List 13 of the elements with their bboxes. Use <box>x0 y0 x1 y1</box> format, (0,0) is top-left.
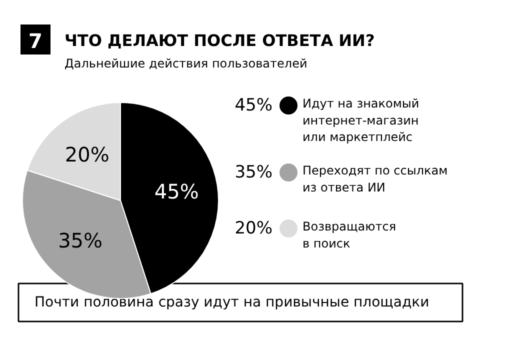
text: Почти половина сразу идут на привычные площадки <box>34 294 430 310</box>
data-label: 35% <box>58 228 103 253</box>
text: 20% <box>234 218 273 238</box>
text: 35% <box>234 162 273 182</box>
data-label: 45% <box>154 180 199 204</box>
text: 45% <box>234 96 273 116</box>
text: 7 <box>28 29 42 53</box>
legend-label: Переходят по ссылкам из ответа ИИ <box>302 164 448 194</box>
data-label: 20% <box>64 142 110 167</box>
chart-title: ЧТО ДЕЛАЮТ ПОСЛЕ ОТВЕТА ИИ? <box>64 31 375 50</box>
chart-subtitle: Дальнейшие действия пользователей <box>64 56 308 70</box>
legend-label: Возвращаются в поиск <box>302 220 396 250</box>
legend-label: Идут на знакомый интернет-магазин или маркетплейс <box>302 96 420 144</box>
